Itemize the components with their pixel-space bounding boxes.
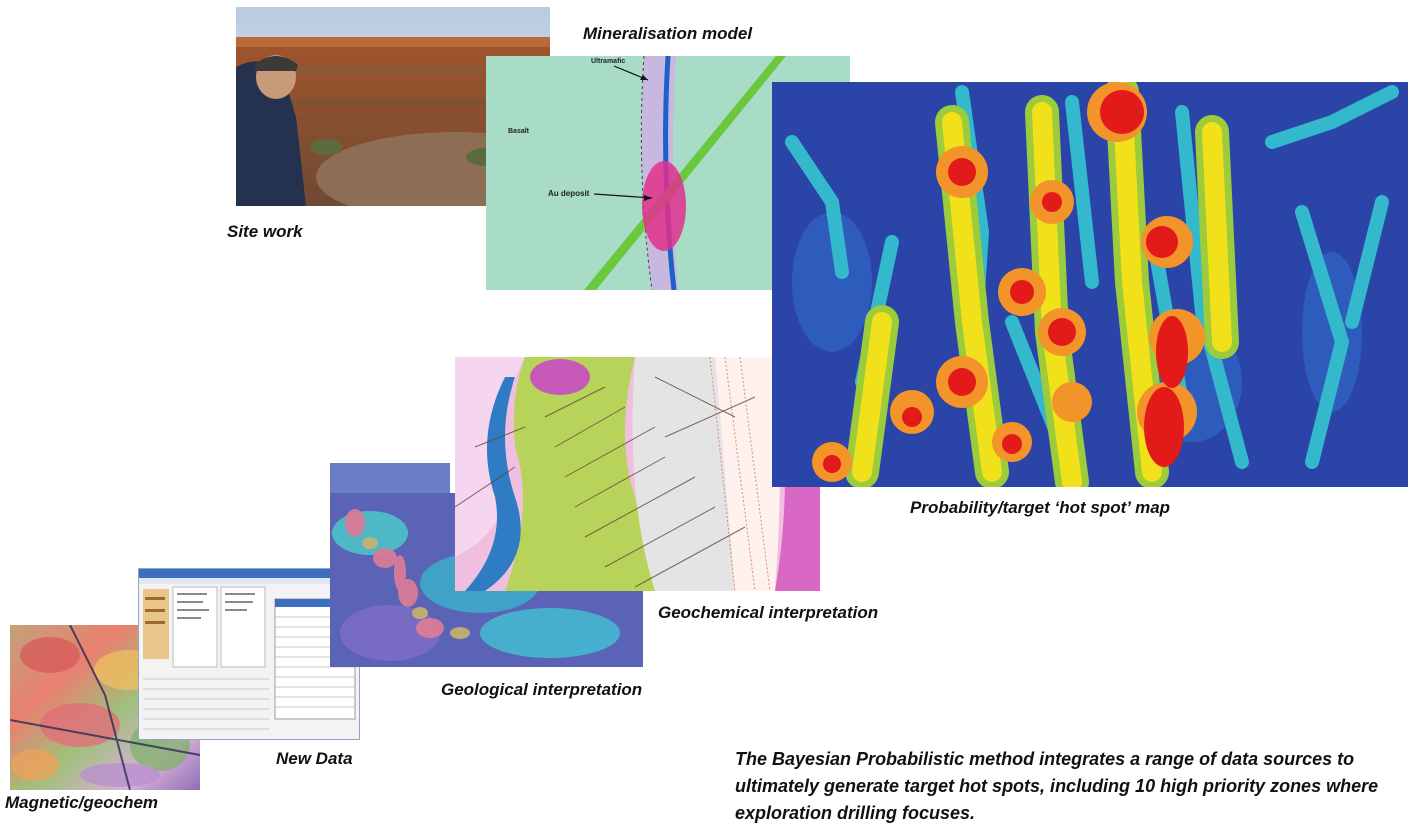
probability-hot-spot-map bbox=[772, 82, 1408, 487]
au-deposit-label: Au deposit bbox=[548, 189, 590, 198]
geochemical-interpretation-image bbox=[455, 357, 820, 591]
caption-geological-interpretation: Geological interpretation bbox=[441, 680, 643, 699]
caption-mineralisation-model: Mineralisation model bbox=[583, 24, 753, 43]
caption-site-work: Site work bbox=[227, 222, 303, 241]
method-description: The Bayesian Probabilistic method integr… bbox=[735, 749, 1379, 823]
caption-geochemical-interpretation: Geochemical interpretation bbox=[658, 603, 879, 622]
ultramafic-label: Ultramafic bbox=[591, 58, 626, 65]
caption-probability-map: Probability/target ‘hot spot’ map bbox=[910, 498, 1171, 517]
basalt-label: Basalt bbox=[508, 128, 530, 135]
caption-new-data: New Data bbox=[276, 749, 353, 768]
new-data-screenshot bbox=[138, 568, 360, 740]
caption-magnetic-geochem: Magnetic/geochem bbox=[5, 793, 159, 812]
